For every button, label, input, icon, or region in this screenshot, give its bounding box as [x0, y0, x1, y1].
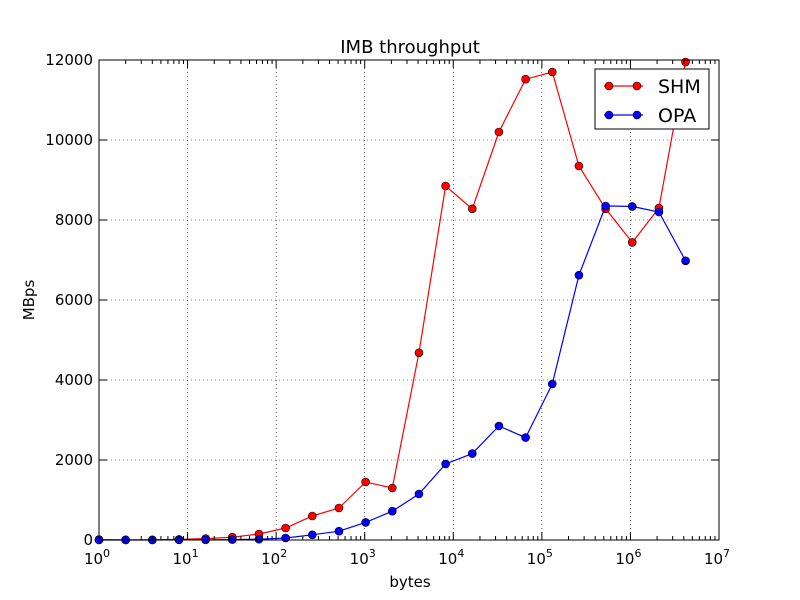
- data-point-opa: [654, 207, 664, 217]
- axis-tick-labels: 100 101 102 103 104 105 106 107 0 2000 4000 6000 800…: [45, 51, 730, 568]
- x-tick-label: 102: [261, 547, 287, 568]
- data-point-shm: [334, 503, 344, 513]
- x-tick-label: 105: [527, 547, 553, 568]
- data-point-opa: [574, 270, 584, 280]
- legend-label-opa: OPA: [658, 105, 696, 127]
- data-point-opa: [627, 202, 637, 211]
- data-point-shm: [627, 238, 637, 247]
- data-point-opa: [494, 421, 504, 431]
- data-point-shm: [308, 511, 317, 521]
- x-tick-label: 107: [704, 547, 730, 568]
- data-point-shm: [361, 477, 370, 487]
- data-point-opa: [547, 379, 557, 389]
- data-point-shm: [494, 127, 504, 137]
- y-tick-label: 10000: [45, 131, 93, 149]
- x-tick-label: 103: [350, 547, 376, 568]
- data-point-opa: [361, 518, 370, 527]
- data-point-shm: [574, 161, 584, 171]
- y-tick-label: 0: [83, 531, 93, 549]
- data-point-shm: [387, 483, 397, 493]
- data-point-opa: [387, 506, 397, 516]
- data-point-opa: [681, 256, 690, 266]
- legend-label-shm: SHM: [658, 76, 701, 98]
- data-point-opa: [601, 201, 610, 211]
- data-point-opa: [281, 533, 290, 543]
- y-tick-label: 6000: [55, 291, 93, 309]
- legend-marker-shm: [632, 81, 642, 91]
- grid-lines: [99, 60, 719, 540]
- data-point-opa: [308, 530, 317, 540]
- legend-marker-opa: [632, 110, 642, 120]
- y-axis-label: MBps: [20, 280, 38, 321]
- x-tick-label: 100: [84, 547, 110, 568]
- y-tick-label: 4000: [55, 371, 93, 389]
- axis-ticks: [98, 59, 720, 541]
- data-point-opa: [414, 489, 424, 499]
- data-point-opa: [334, 526, 344, 536]
- y-tick-label: 2000: [55, 451, 93, 469]
- data-point-shm: [414, 348, 424, 358]
- y-tick-label: 8000: [55, 211, 93, 229]
- series-layer: [94, 57, 690, 545]
- data-point-shm: [681, 57, 690, 67]
- x-tick-label: 101: [173, 547, 199, 568]
- x-tick-label: 106: [615, 547, 641, 568]
- legend-marker-shm: [604, 81, 614, 91]
- legend-box: [594, 68, 710, 130]
- y-tick-label: 12000: [45, 51, 93, 69]
- legend-marker-opa: [604, 110, 614, 120]
- legend: SHM OPA: [594, 68, 710, 130]
- data-point-shm: [521, 74, 530, 84]
- chart-title: IMB throughput: [340, 37, 480, 58]
- data-point-shm: [547, 67, 557, 77]
- data-point-shm: [441, 181, 450, 191]
- data-point-opa: [441, 459, 450, 469]
- x-tick-label: 104: [438, 547, 464, 568]
- data-point-shm: [467, 204, 477, 214]
- data-point-opa: [521, 433, 530, 442]
- data-point-opa: [467, 449, 477, 458]
- data-point-shm: [281, 523, 290, 533]
- x-axis-label: bytes: [389, 573, 431, 591]
